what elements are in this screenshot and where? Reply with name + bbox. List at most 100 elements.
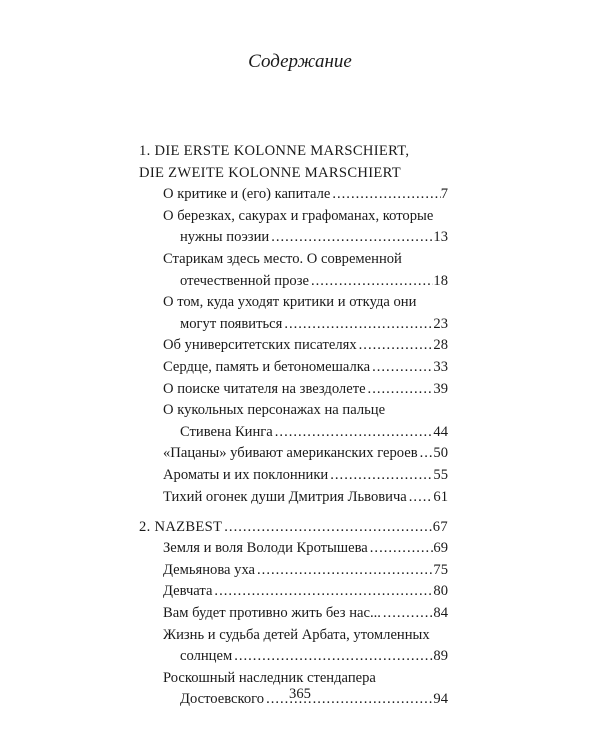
toc-line: О поиске читателя на звездолете 39: [139, 379, 448, 401]
toc-line-text: 1. DIE ERSTE KOLONNE MARSCHIERT,: [139, 143, 410, 159]
toc-page-number: 61: [433, 488, 448, 505]
toc-entry: Жизнь и судьба детей Арбата, утомленных с…: [139, 625, 448, 668]
toc-line: Сердце, память и бетономешалка 33: [139, 357, 448, 379]
toc-line: Роскошный наследник стендапера: [139, 668, 448, 690]
page-heading: Содержание: [248, 51, 352, 72]
dot-leader: [370, 357, 433, 379]
toc-line: Вам будет противно жить без нас... 84: [139, 603, 448, 625]
toc-entry: О кукольных персонажах на пальце Стивена …: [139, 400, 448, 443]
toc-line-text: Земля и воля Володи Кротышева: [163, 540, 368, 557]
toc-line: Старикам здесь место. О современной: [139, 249, 448, 271]
toc-line: DIE ZWEITE KOLONNE MARSCHIERT: [139, 163, 448, 185]
dot-leader: [282, 314, 433, 336]
dot-leader: [357, 335, 434, 357]
toc-line: нужны поэзии 13: [139, 227, 448, 249]
toc-line-text: Об университетских писателях: [163, 337, 357, 354]
toc-line-text: солнцем: [180, 648, 233, 665]
toc-entry: Тихий огонек души Дмитрия Львовича 61: [139, 487, 448, 509]
toc-page-number: 18: [433, 272, 448, 289]
table-of-contents: 1. DIE ERSTE KOLONNE MARSCHIERT, DIE ZWEI…: [139, 141, 448, 711]
dot-leader: [418, 443, 434, 465]
toc-line-text: Жизнь и судьба детей Арбата, утомленных: [163, 626, 430, 643]
toc-page-number: 94: [433, 691, 448, 708]
section-gap: [139, 508, 448, 517]
toc-section: 1. DIE ERSTE KOLONNE MARSCHIERT, DIE ZWEI…: [139, 141, 448, 508]
toc-line-text: Вам будет противно жить без нас...: [163, 604, 381, 621]
toc-line: О критике и (его) капитале 7: [139, 184, 448, 206]
toc-page-number: 84: [433, 604, 448, 621]
toc-line-text: «Пацаны» убивают американских героев: [163, 445, 418, 462]
toc-line: О том, куда уходят критики и откуда они: [139, 292, 448, 314]
toc-page-number: 89: [433, 648, 448, 665]
toc-entry: Старикам здесь место. О современной отече…: [139, 249, 448, 292]
toc-line: Достоевского 94: [139, 689, 448, 711]
dot-leader: [269, 227, 433, 249]
toc-entry: О березках, сакурах и графоманах, которы…: [139, 206, 448, 249]
dot-leader: [328, 465, 433, 487]
toc-line-text: отечественной прозе: [180, 272, 309, 289]
toc-line: 2. NAZBEST 67: [139, 517, 448, 539]
toc-line: «Пацаны» убивают американских героев 50: [139, 443, 448, 465]
toc-line: Жизнь и судьба детей Арбата, утомленных: [139, 625, 448, 647]
toc-page-number: 67: [432, 518, 448, 535]
toc-page-number: 69: [433, 540, 448, 557]
toc-entry: Роскошный наследник стендапера Достоевско…: [139, 668, 448, 711]
toc-line-text: Демьянова уха: [163, 561, 256, 578]
toc-line-text: Сердце, память и бетономешалка: [163, 358, 371, 375]
dot-leader: [330, 184, 440, 206]
toc-line-text: нужны поэзии: [180, 229, 270, 246]
toc-line: отечественной прозе 18: [139, 271, 448, 293]
toc-page-number: 33: [433, 358, 448, 375]
toc-section: 2. NAZBEST 67 Земля и воля Володи Кротышев…: [139, 517, 448, 711]
toc-page-number: 80: [433, 583, 448, 600]
toc-line-text: О критике и (его) капитале: [163, 186, 331, 203]
toc-line-text: Тихий огонек души Дмитрия Львовича: [163, 488, 407, 505]
dot-leader: [407, 487, 434, 509]
toc-line: могут появиться 23: [139, 314, 448, 336]
dot-leader: [255, 560, 433, 582]
toc-line: солнцем 89: [139, 646, 448, 668]
toc-line: О кукольных персонажах на пальце: [139, 400, 448, 422]
toc-entry: Сердце, память и бетономешалка 33: [139, 357, 448, 379]
toc-line-text: О том, куда уходят критики и откуда они: [163, 294, 417, 311]
toc-page-number: 44: [433, 423, 448, 440]
toc-page-number: 23: [433, 315, 448, 332]
toc-line: Демьянова уха 75: [139, 560, 448, 582]
toc-line-text: Достоевского: [180, 691, 265, 708]
toc-entry: О поиске читателя на звездолете 39: [139, 379, 448, 401]
toc-line-text: Старикам здесь место. О современной: [163, 250, 402, 267]
toc-entry: Демьянова уха 75: [139, 560, 448, 582]
toc-line-text: Роскошный наследник стендапера: [163, 669, 376, 686]
toc-entry: О том, куда уходят критики и откуда они м…: [139, 292, 448, 335]
toc-line-text: Ароматы и их поклонники: [163, 466, 329, 483]
toc-line: Ароматы и их поклонники 55: [139, 465, 448, 487]
toc-page-number: 7: [440, 186, 448, 203]
toc-line-text: могут появиться: [180, 315, 283, 332]
toc-line-text: Стивена Кинга: [180, 423, 273, 440]
toc-entry: Земля и воля Володи Кротышева 69: [139, 538, 448, 560]
toc-page-number: 55: [433, 466, 448, 483]
dot-leader: [212, 581, 433, 603]
toc-entry: Вам будет противно жить без нас... 84: [139, 603, 448, 625]
toc-entry: Ароматы и их поклонники 55: [139, 465, 448, 487]
toc-page-number: 28: [433, 337, 448, 354]
toc-line-text: 2. NAZBEST: [139, 518, 223, 535]
toc-entry: «Пацаны» убивают американских героев 50: [139, 443, 448, 465]
toc-line-text: О кукольных персонажах на пальце: [163, 402, 386, 419]
toc-entry: О критике и (его) капитале 7: [139, 184, 448, 206]
page-number: 365: [289, 686, 311, 702]
toc-page-number: 75: [433, 561, 448, 578]
toc-page-number: 13: [433, 229, 448, 246]
dot-leader: [366, 379, 434, 401]
toc-line: Стивена Кинга 44: [139, 422, 448, 444]
toc-line-text: О поиске читателя на звездолете: [163, 380, 366, 397]
toc-line: Земля и воля Володи Кротышева 69: [139, 538, 448, 560]
dot-leader: [381, 603, 434, 625]
toc-line: Девчата 80: [139, 581, 448, 603]
toc-line: 1. DIE ERSTE KOLONNE MARSCHIERT,: [139, 141, 448, 163]
toc-line: Об университетских писателях 28: [139, 335, 448, 357]
dot-leader: [368, 538, 434, 560]
toc-page-number: 50: [433, 445, 448, 462]
dot-leader: [222, 517, 433, 539]
toc-page-number: 39: [433, 380, 448, 397]
